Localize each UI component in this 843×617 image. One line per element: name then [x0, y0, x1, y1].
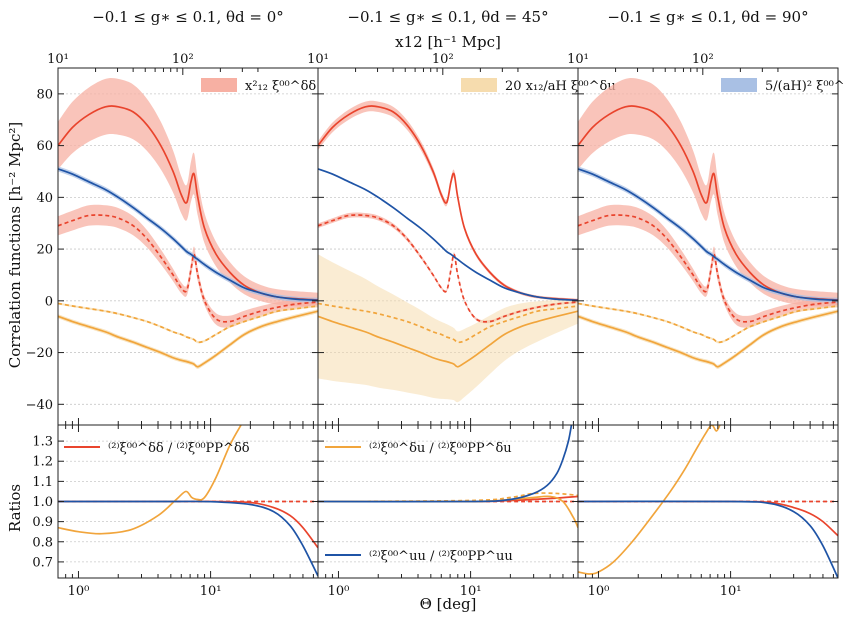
dd_ratio-line [578, 500, 838, 537]
du_solid-band [578, 309, 838, 369]
ratio-legend-label-2: ⁽²⁾ξ⁰⁰^uu / ⁽²⁾ξ⁰⁰PP^uu [369, 549, 513, 564]
lower-ylabel: Ratios [6, 484, 24, 532]
du_dashed-line [318, 302, 578, 344]
panel-title-1: −0.1 ≤ g∗ ≤ 0.1, θd = 45° [347, 8, 548, 26]
x-tick-label-2-1: 10¹ [720, 584, 742, 599]
top-tick-label-0-1: 10² [172, 52, 194, 67]
upper-panel-2 [578, 77, 838, 369]
lower-y-tick-label: 0.8 [32, 535, 53, 550]
x-tick-label-0-1: 10¹ [200, 584, 222, 599]
lower-y-tick-label: 1.1 [32, 475, 53, 490]
upper-y-tick-label: 80 [36, 87, 53, 102]
legend-label-0: x²₁₂ ξ⁰⁰^δδ [245, 79, 316, 94]
uu_solid-line [578, 168, 838, 302]
uu_solid-line [318, 168, 578, 302]
lower-y-tick-label: 1.3 [32, 435, 53, 450]
du_dashed-line [58, 302, 318, 344]
lower-y-tick-label: 1.0 [32, 495, 53, 510]
upper-y-tick-label: 20 [36, 243, 53, 258]
dd_dashed-band [578, 204, 838, 328]
x-tick-label-1-0: 10⁰ [328, 584, 350, 599]
x-tick-label-0-0: 10⁰ [68, 584, 90, 599]
lower-panel-1 [318, 425, 578, 529]
upper-y-tick-label: 40 [36, 191, 53, 206]
du_solid-line [58, 310, 318, 368]
ratio-legend-label-0: ⁽²⁾ξ⁰⁰^δδ / ⁽²⁾ξ⁰⁰PP^δδ [108, 441, 250, 456]
dd_solid-band [578, 77, 838, 308]
top-tick-label-2-1: 10² [692, 52, 714, 67]
du_solid-band [58, 309, 318, 369]
upper-y-tick-label: 0 [45, 294, 53, 309]
upper-ylabel: Correlation functions [h⁻² Mpc²] [6, 122, 24, 368]
dd_dashed-line [578, 214, 838, 323]
legend-swatch-0 [201, 78, 237, 92]
du_ratio-line [58, 425, 242, 535]
dd_ratio-line [58, 500, 318, 549]
du_solid-band [318, 254, 578, 403]
dd_solid-line [318, 105, 578, 301]
panel-title-0: −0.1 ≤ g∗ ≤ 0.1, θd = 0° [92, 8, 284, 26]
upper-panel-1 [318, 100, 578, 403]
top-tick-label-0-0: 10¹ [47, 52, 69, 67]
du_dashed-line [578, 302, 838, 344]
du_ratio_dashed-line [318, 492, 578, 503]
du_ratio-line [578, 425, 721, 575]
plot-layer: 10⁰ 10¹ 10¹ 10² −40 −20 0 20 40 60 80 0.7 0.8 0.9 1.0 1… [26, 52, 843, 599]
lower-y-tick-label: 0.7 [32, 555, 53, 570]
lower-panel-0 [58, 425, 318, 577]
x-tick-label-2-0: 10⁰ [588, 584, 610, 599]
uu_solid-line [58, 168, 318, 302]
top-tick-label-1-0: 10¹ [307, 52, 329, 67]
upper-y-tick-label: −20 [26, 346, 53, 361]
top-axis-label: x12 [h⁻¹ Mpc] [395, 33, 501, 51]
uu_ratio-line [58, 500, 318, 577]
top-tick-label-2-0: 10¹ [567, 52, 589, 67]
ratio-legend-label-1: ⁽²⁾ξ⁰⁰^δu / ⁽²⁾ξ⁰⁰PP^δu [369, 441, 512, 456]
upper-y-tick-label: −40 [26, 398, 53, 413]
dd_dashed-line [58, 214, 318, 323]
panel-title-2: −0.1 ≤ g∗ ≤ 0.1, θd = 90° [607, 8, 808, 26]
dd_solid-band [58, 77, 318, 308]
lower-panel-2 [578, 425, 838, 578]
dd_solid-line [578, 105, 838, 301]
upper-y-tick-label: 60 [36, 139, 53, 154]
bottom-axis-label: Θ [deg] [420, 595, 477, 613]
x-tick-label-1-1: 10¹ [460, 584, 482, 599]
legend-swatch-1 [461, 78, 497, 92]
dd_dashed-line [318, 214, 578, 323]
lower-y-tick-label: 0.9 [32, 515, 53, 530]
dd_dashed-band [58, 204, 318, 328]
top-tick-label-1-1: 10² [432, 52, 454, 67]
du_solid-line [578, 310, 838, 368]
legend-label-1: 20 x₁₂/aH ξ⁰⁰^δu [505, 79, 616, 94]
uu_ratio-line [578, 500, 838, 578]
upper-panel-0 [58, 77, 318, 369]
dd_solid-line [58, 105, 318, 301]
legend-label-2: 5/(aH)² ξ⁰⁰^uu [765, 79, 843, 94]
legend-swatch-2 [721, 78, 757, 92]
lower-y-tick-label: 1.2 [32, 455, 53, 470]
uu_ratio-line [318, 425, 573, 503]
du_solid-line [318, 310, 578, 368]
